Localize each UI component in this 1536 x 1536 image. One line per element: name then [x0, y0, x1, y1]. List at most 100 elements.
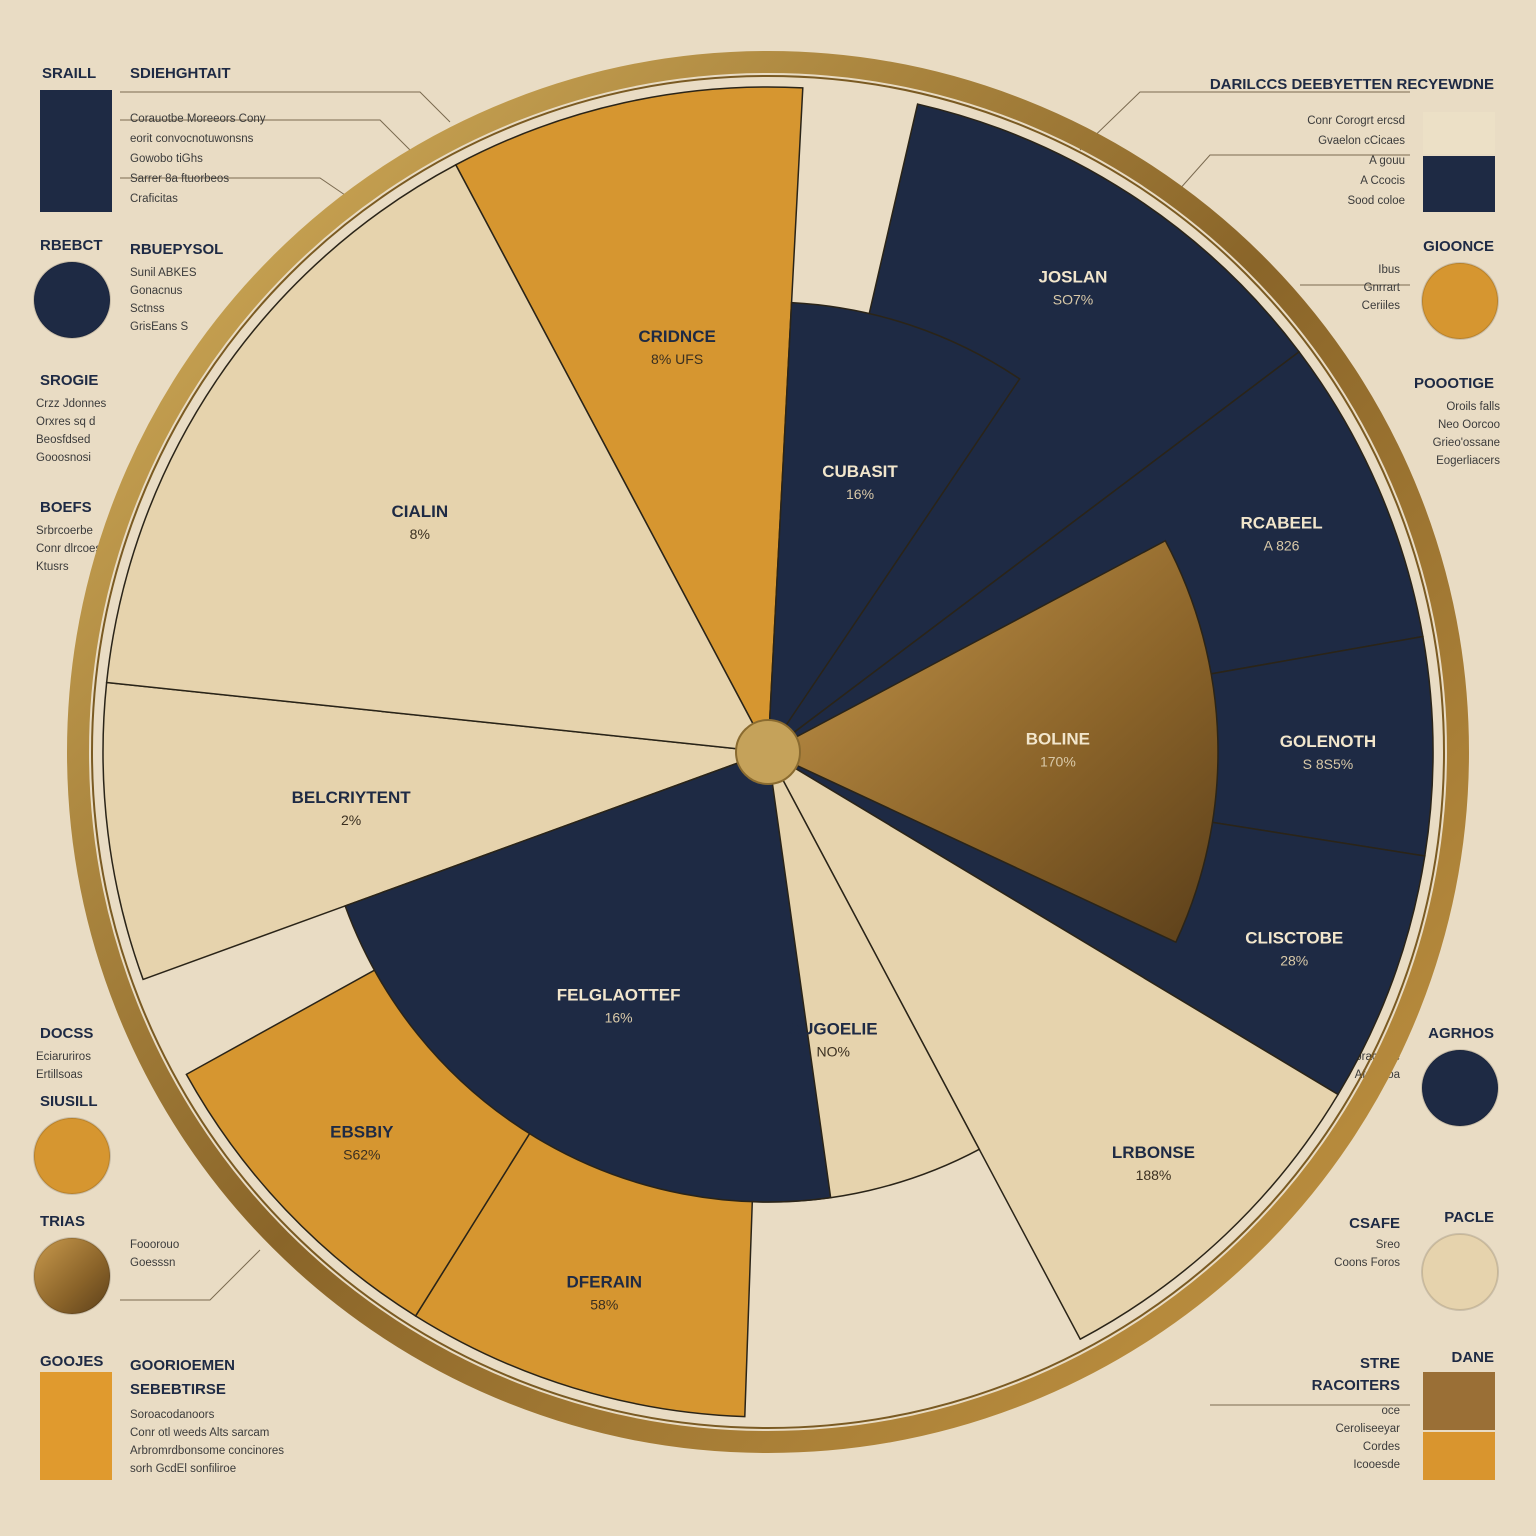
segment-label-9: DFERAIN: [566, 1273, 642, 1292]
segment-value-0: 8% UFS: [651, 351, 703, 367]
right-panel-line-1-0: Oroils falls: [1446, 401, 1500, 413]
left-panel-title-0: RBEBCT: [40, 237, 103, 254]
tr-list-line-4: Sood coloe: [1347, 195, 1405, 207]
left-panel-subtitle-6: GOORIOEMEN: [130, 1357, 235, 1374]
chart-ring-inner-edge: [91, 75, 1445, 1429]
segment-value-8: NO%: [817, 1044, 850, 1060]
left-panel-title-6: GOOJES: [40, 1353, 103, 1370]
segment-label-11: FELGLAOTTEF: [557, 986, 681, 1005]
tl-list-line-1: eorit convocnotuwonsns: [130, 133, 254, 145]
swatch-navy-square-2: [1423, 156, 1495, 212]
swatch-amber-square: [40, 1372, 112, 1480]
left-panel-line-5-1: Goesssn: [130, 1257, 175, 1269]
header-right: DARILCCS DEEBYETTEN RECYEWDNE: [1210, 76, 1494, 93]
swatch-navy-square: [40, 90, 112, 212]
header-left-b: SDIEHGHTAIT: [130, 65, 231, 82]
segment-value-2: SO7%: [1053, 291, 1093, 307]
segment-value-4: S 8S5%: [1303, 756, 1354, 772]
pie-segment-6: [767, 751, 1426, 1096]
left-panel-line-3-1: Ertillsoas: [36, 1069, 83, 1081]
right-panel-line-1-2: Grieo'ossane: [1433, 437, 1500, 449]
top-left-notes: Corauotbe Moreeors Cony eorit convocnotuw…: [130, 113, 266, 205]
left-panel-line-2-1: Conr dlrcoes: [36, 543, 101, 555]
right-legend-panel: GIOONCE Ibus Gnrrart Ceriiles POOOTIGE Oroils…: [1312, 238, 1501, 1471]
segment-label-8: CUGOELIE: [789, 1020, 878, 1039]
left-panel-title-5: TRIAS: [40, 1213, 85, 1230]
connector-lines: [120, 91, 1410, 1406]
tr-list-line-1: Gvaelon cCicaes: [1318, 135, 1405, 147]
segment-label-7: LRBONSE: [1112, 1143, 1195, 1162]
left-panel-line-2-2: Ktusrs: [36, 561, 69, 573]
pie-segment-0: [454, 86, 804, 755]
left-panel-subtitle2-6: SEBEBTIRSE: [130, 1381, 226, 1398]
segment-label-10: EBSBIY: [330, 1122, 394, 1141]
right-panel-title-3: PACLE: [1444, 1209, 1494, 1226]
right-panel-subtitle-3: CSAFE: [1349, 1215, 1400, 1232]
tl-list-line-3: Sarrer 8a ftuorbeos: [130, 173, 229, 185]
pie-segment-3: [767, 350, 1424, 753]
segment-value-7: 188%: [1136, 1167, 1172, 1183]
segment-label-0: CRIDNCE: [638, 327, 715, 346]
tl-list-line-2: Gowobo tiGhs: [130, 153, 203, 165]
tl-list-line-4: Craficitas: [130, 193, 178, 205]
pie-segment-12: [102, 681, 769, 981]
right-panel-line-1-3: Eogerliacers: [1436, 455, 1500, 467]
right-panel-title-0: GIOONCE: [1423, 238, 1494, 255]
tr-list-line-3: A Ccocis: [1360, 175, 1405, 187]
left-panel-line-1-3: Gooosnosi: [36, 452, 91, 464]
right-panel-swatch-0: [1421, 262, 1499, 340]
pie-segment-13: [105, 163, 770, 753]
left-panel-swatch-0: [33, 261, 111, 339]
center-hub: [735, 719, 801, 785]
left-panel-line-0-0: Sunil ABKES: [130, 267, 197, 279]
segment-label-5: BOLINE: [1026, 729, 1090, 748]
left-panel-title-3: DOCSS: [40, 1025, 93, 1042]
pie-segment-7: [766, 749, 1340, 1341]
sunburst-pie: CRIDNCE 8% UFS JOSLAN SO7% RCABEEL A 826 GOLEN…: [102, 86, 1434, 1418]
swatch-cream-square: [1423, 112, 1495, 154]
pie-segment-11: [344, 750, 832, 1203]
segment-value-9: 58%: [590, 1297, 618, 1313]
segment-label-4: GOLENOTH: [1280, 732, 1376, 751]
left-panel-line-0-2: Sctnss: [130, 303, 165, 315]
segment-value-10: S62%: [343, 1146, 380, 1162]
left-panel-subtitle-0: RBUEPYSOL: [130, 241, 223, 258]
right-panel-title-2: AGRHOS: [1428, 1025, 1494, 1042]
right-panel-line-1-1: Neo Oorcoo: [1438, 419, 1500, 431]
left-panel-line-6-3: sorh GcdEl sonfiliroe: [130, 1463, 236, 1475]
segment-value-12: 2%: [341, 812, 361, 828]
tr-list-line-0: Conr Corogrt ercsd: [1307, 115, 1405, 127]
left-panel-line-1-1: Orxres sq d: [36, 416, 95, 428]
pie-segment-1: [767, 301, 1021, 755]
segment-value-11: 16%: [605, 1010, 633, 1026]
segment-label-6: CLISCTOBE: [1245, 929, 1343, 948]
segment-value-6: 28%: [1280, 953, 1308, 969]
segment-label-2: JOSLAN: [1039, 267, 1108, 286]
right-panel-title-1: POOOTIGE: [1414, 375, 1494, 392]
pie-segment-2: [766, 103, 1301, 754]
segment-value-3: A 826: [1264, 538, 1300, 554]
right-panel-line-0-2: Ceriiles: [1362, 300, 1401, 312]
left-panel-title-2: BOEFS: [40, 499, 92, 516]
right-panel-line-4-3: Icooesde: [1353, 1459, 1400, 1471]
tr-list-line-2: A gouu: [1369, 155, 1405, 167]
right-panel-subtitle-4: STRE: [1360, 1355, 1400, 1372]
left-panel-line-5-0: Fooorouo: [130, 1239, 179, 1251]
left-panel-line-6-2: Arbromrdbonsome concinores: [130, 1445, 284, 1457]
left-legend-panel: RBEBCT RBUEPYSOL Sunil ABKES Gonacnus Sctnss…: [33, 237, 284, 1475]
segment-label-1: CUBASIT: [822, 462, 898, 481]
left-panel-line-6-0: Soroacodanoors: [130, 1409, 215, 1421]
left-panel-line-3-0: Eciaruriros: [36, 1051, 91, 1063]
left-panel-line-0-1: Gonacnus: [130, 285, 183, 297]
left-panel-line-1-2: Beosfdsed: [36, 434, 90, 446]
left-panel-line-1-0: Crzz Jdonnes: [36, 398, 107, 410]
segment-label-3: RCABEEL: [1240, 514, 1322, 533]
chart-outer-ring: [67, 51, 1469, 1453]
right-panel-line-4-1: Ceroliseeyar: [1335, 1423, 1400, 1435]
left-panel-line-6-1: Conr otl weeds Alts sarcam: [130, 1427, 269, 1439]
right-panel-line-4-2: Cordes: [1363, 1441, 1400, 1453]
left-panel-line-2-0: Srbrcoerbe: [36, 525, 93, 537]
segment-label-12: BELCRIYTENT: [292, 788, 412, 807]
left-panel-swatch-5: [33, 1237, 111, 1315]
